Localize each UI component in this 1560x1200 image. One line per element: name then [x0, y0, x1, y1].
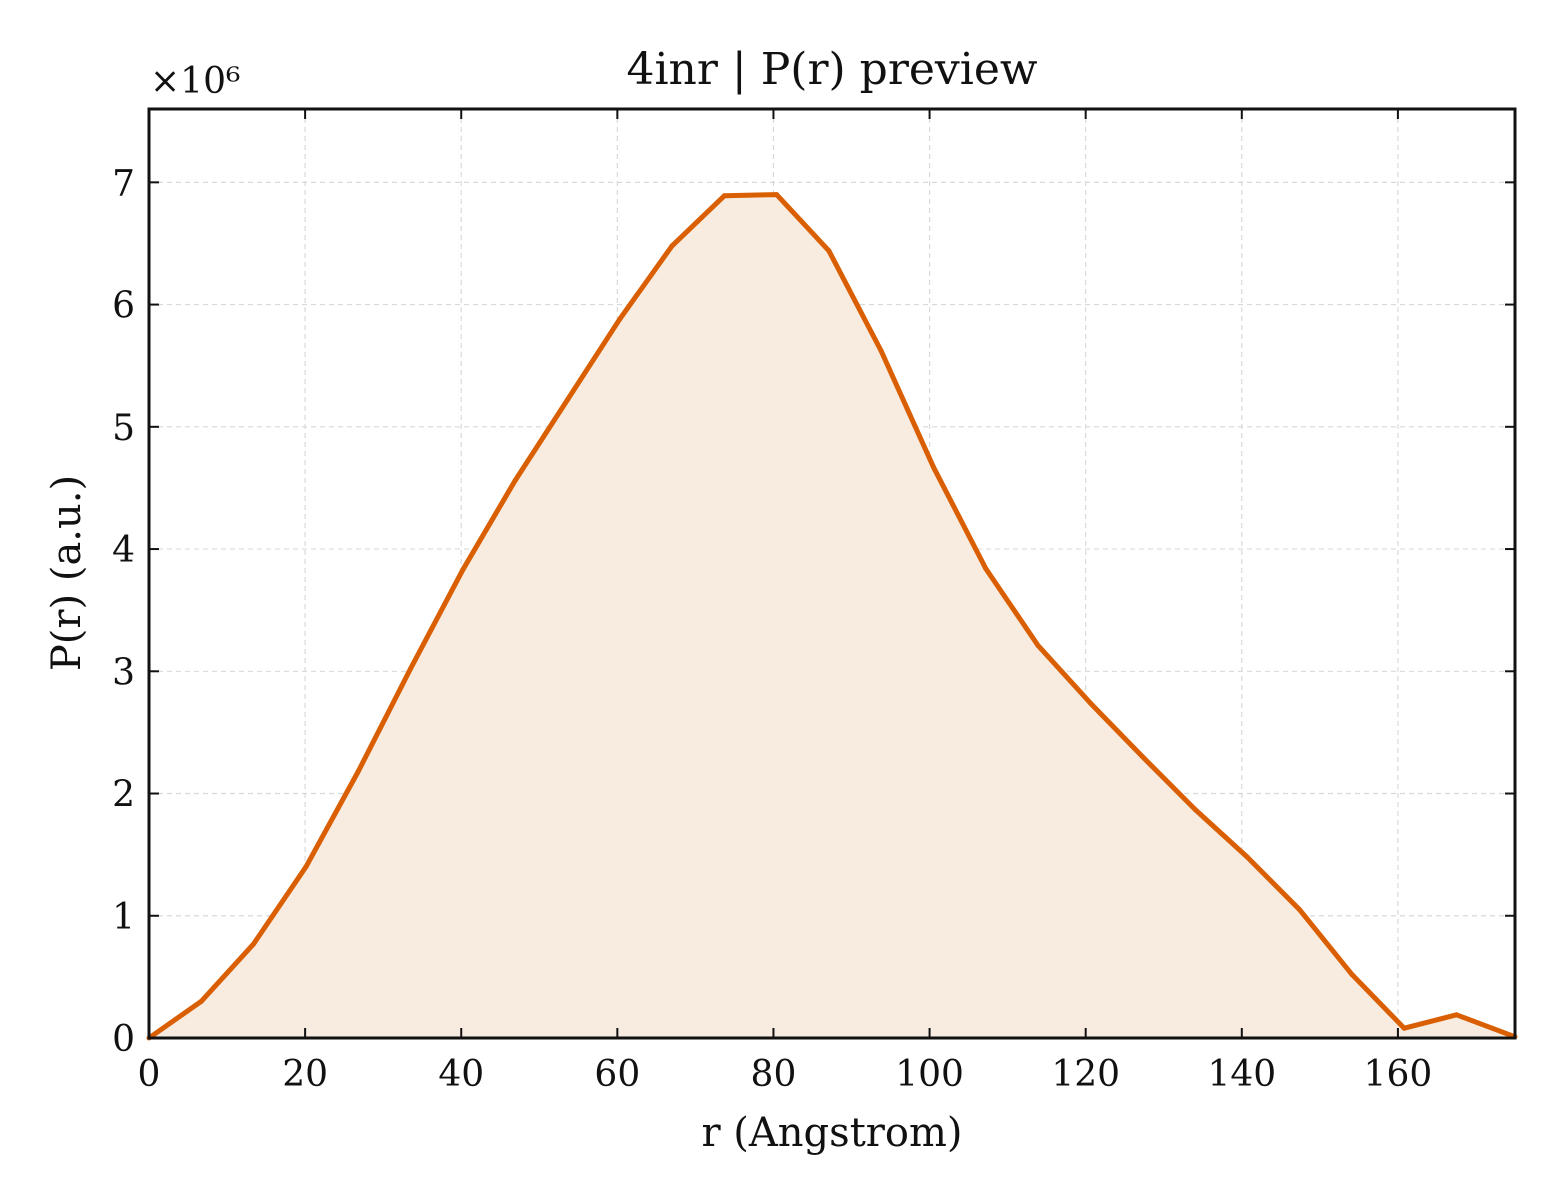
data-point — [1192, 806, 1198, 812]
data-point — [1087, 700, 1093, 706]
data-point — [251, 941, 257, 947]
data-point — [617, 316, 623, 322]
y-tick-label: 2 — [112, 775, 135, 816]
x-tick-label: 60 — [594, 1054, 640, 1095]
data-point — [1035, 643, 1041, 649]
data-point — [303, 864, 309, 870]
data-point — [1349, 971, 1355, 977]
area-layer — [149, 194, 1515, 1039]
x-tick-label: 160 — [1364, 1054, 1433, 1095]
data-point — [774, 192, 780, 198]
tick-layer: 0 20 40 60 80 100 120 140 160 0 1 2 3 4 5 6 7 — [112, 109, 1515, 1095]
y-tick-label: 4 — [112, 530, 135, 571]
x-tick-label: 20 — [282, 1054, 328, 1095]
y-tick-label: 6 — [112, 286, 135, 327]
data-point — [460, 567, 466, 573]
data-point — [878, 348, 884, 354]
x-axis-label: r (Angstrom) — [701, 1110, 962, 1156]
x-tick-label: 140 — [1207, 1054, 1276, 1095]
series-area-fill — [149, 194, 1515, 1039]
y-tick-label: 1 — [112, 897, 135, 938]
y-axis-multiplier: ×10⁶ — [150, 61, 240, 102]
data-point — [1244, 854, 1250, 860]
x-tick-label: 120 — [1051, 1054, 1120, 1095]
data-point — [355, 769, 361, 775]
data-point — [1453, 1012, 1459, 1018]
y-tick-label: 0 — [112, 1019, 135, 1060]
data-point — [983, 566, 989, 572]
y-tick-label: 7 — [112, 163, 135, 204]
data-point — [930, 464, 936, 470]
data-point — [669, 243, 675, 249]
data-point — [826, 248, 832, 254]
data-point — [407, 666, 413, 672]
x-tick-label: 100 — [895, 1054, 964, 1095]
x-tick-label: 0 — [138, 1054, 161, 1095]
data-point — [564, 397, 570, 403]
y-tick-label: 3 — [112, 652, 135, 693]
data-point — [721, 193, 727, 199]
data-point — [1140, 754, 1146, 760]
chart-title: 4inr | P(r) preview — [626, 44, 1037, 95]
data-point — [1401, 1025, 1407, 1031]
plot-frame — [147, 107, 1517, 1040]
x-tick-label: 40 — [438, 1054, 484, 1095]
y-axis-label: P(r) (a.u.) — [44, 475, 90, 671]
data-point — [1297, 907, 1303, 913]
y-tick-label: 5 — [112, 408, 135, 449]
data-point — [198, 998, 204, 1004]
data-point — [512, 478, 518, 484]
x-tick-label: 80 — [751, 1054, 797, 1095]
